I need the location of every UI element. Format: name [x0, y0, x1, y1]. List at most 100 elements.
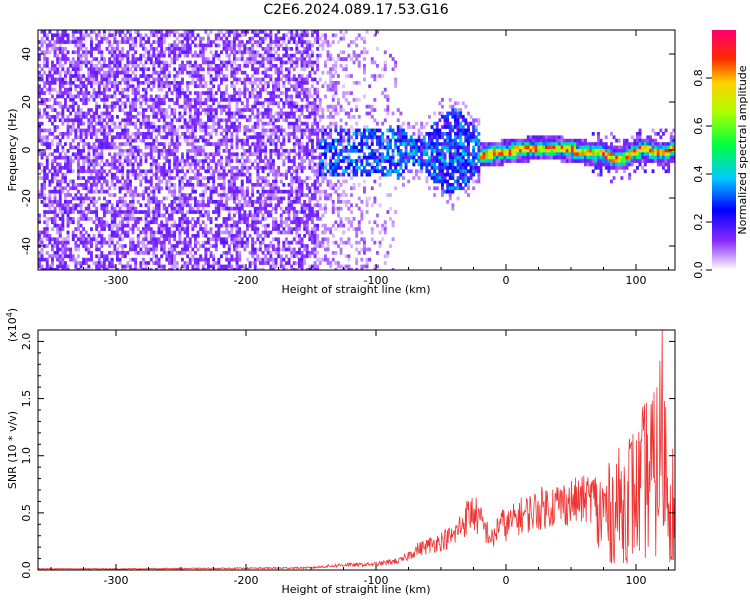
heatmap-cell: [253, 98, 257, 102]
heatmap-cell: [298, 128, 301, 133]
heatmap-cell: [311, 183, 314, 187]
heatmap-cell: [43, 50, 47, 55]
heatmap-cell: [264, 200, 268, 204]
heatmap-cell: [43, 220, 47, 225]
heatmap-cell: [168, 74, 171, 78]
heatmap-cell: [290, 206, 294, 211]
heatmap-cell: [246, 176, 249, 180]
heatmap-cell: [113, 183, 117, 187]
heatmap-cell: [77, 203, 80, 208]
heatmap-cell: [295, 104, 299, 109]
heatmap-cell: [305, 104, 309, 109]
heatmap-cell: [279, 261, 283, 265]
heatmap-cell: [292, 121, 296, 126]
heatmap-cell: [282, 247, 286, 252]
heatmap-cell: [108, 237, 112, 242]
heatmap-cell: [256, 155, 260, 160]
heatmap-cell: [61, 108, 65, 112]
heatmap-cell: [149, 60, 153, 65]
heatmap-cell: [285, 87, 288, 92]
heatmap-cell: [269, 196, 273, 201]
heatmap-cell: [108, 200, 112, 204]
heatmap-cell: [186, 50, 190, 55]
heatmap-cell: [194, 74, 197, 78]
heatmap-cell: [129, 47, 132, 51]
heatmap-cell: [331, 172, 335, 177]
heatmap-cell: [272, 81, 275, 85]
heatmap-cell: [230, 155, 234, 160]
heatmap-cell: [261, 176, 265, 180]
heatmap-cell: [144, 264, 148, 269]
heatmap-cell: [196, 162, 200, 167]
heatmap-cell: [201, 77, 205, 82]
heatmap-cell: [295, 268, 299, 270]
heatmap-cell: [188, 121, 192, 126]
heatmap-cell: [287, 227, 291, 231]
heatmap-cell: [175, 53, 179, 58]
heatmap-cell: [95, 159, 99, 163]
heatmap-cell: [178, 189, 182, 194]
heatmap-cell: [38, 74, 41, 78]
heatmap-cell: [95, 186, 99, 191]
heatmap-cell: [92, 220, 96, 225]
heatmap-cell: [173, 223, 177, 228]
heatmap-cell: [285, 115, 288, 119]
heatmap-cell: [290, 230, 294, 235]
heatmap-cell: [246, 257, 249, 262]
heatmap-cell: [279, 247, 283, 252]
heatmap-cell: [282, 183, 286, 187]
heatmap-cell: [77, 172, 80, 177]
heatmap-cell: [74, 268, 78, 270]
heatmap-cell: [95, 74, 99, 78]
heatmap-cell: [186, 84, 190, 89]
heatmap-cell: [188, 70, 192, 75]
heatmap-cell: [61, 135, 65, 140]
heatmap-cell: [61, 77, 65, 82]
heatmap-cell: [220, 67, 223, 72]
heatmap-cell: [58, 40, 62, 44]
heatmap-cell: [217, 162, 221, 167]
heatmap-cell: [233, 50, 236, 55]
heatmap-cell: [311, 206, 314, 211]
heatmap-cell: [240, 193, 244, 197]
heatmap-cell: [43, 234, 47, 238]
heatmap-cell: [69, 145, 73, 150]
heatmap-cell: [222, 237, 226, 242]
heatmap-cell: [305, 43, 309, 48]
heatmap-cell: [233, 36, 236, 41]
heatmap-cell: [118, 223, 122, 228]
heatmap-cell: [69, 251, 73, 255]
heatmap-cell: [303, 223, 307, 228]
heatmap-cell: [201, 36, 205, 41]
heatmap-cell: [87, 118, 91, 123]
heatmap-cell: [77, 142, 80, 146]
heatmap-cell: [251, 186, 255, 191]
heatmap-cell: [204, 240, 208, 245]
heatmap-cell: [53, 220, 57, 225]
heatmap-cell: [256, 227, 260, 231]
heatmap-cell: [298, 94, 301, 99]
heatmap-cell: [118, 50, 122, 55]
heatmap-cell: [266, 257, 270, 262]
heatmap-cell: [287, 121, 291, 126]
heatmap-cell: [103, 101, 106, 106]
heatmap-cell: [292, 36, 296, 41]
heatmap-cell: [256, 77, 260, 82]
heatmap-cell: [87, 257, 91, 262]
heatmap-cell: [129, 67, 132, 72]
heatmap-cell: [321, 189, 325, 194]
heatmap-cell: [274, 237, 278, 242]
heatmap-cell: [43, 98, 47, 102]
heatmap-cell: [100, 81, 104, 85]
heatmap-cell: [43, 64, 47, 68]
heatmap-cell: [51, 67, 54, 72]
heatmap-cell: [298, 33, 301, 38]
heatmap-cell: [199, 254, 203, 259]
heatmap-cell: [61, 217, 65, 221]
heatmap-cell: [243, 30, 247, 34]
heatmap-cell: [337, 53, 340, 58]
heatmap-cell: [97, 176, 101, 180]
heatmap-cell: [90, 30, 93, 34]
heatmap-cell: [196, 179, 200, 184]
heatmap-cell: [40, 101, 44, 106]
